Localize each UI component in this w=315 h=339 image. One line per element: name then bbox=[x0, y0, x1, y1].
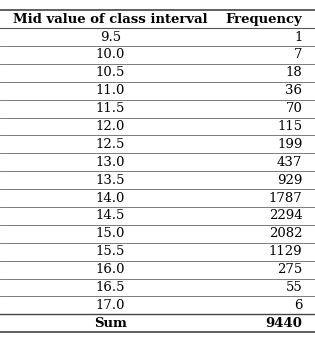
Text: 70: 70 bbox=[285, 102, 302, 115]
Text: 55: 55 bbox=[286, 281, 302, 294]
Text: 36: 36 bbox=[285, 84, 302, 97]
Text: 14.5: 14.5 bbox=[95, 210, 125, 222]
Text: 1129: 1129 bbox=[269, 245, 302, 258]
Text: Frequency: Frequency bbox=[226, 13, 302, 26]
Text: 14.0: 14.0 bbox=[95, 192, 125, 204]
Text: 13.5: 13.5 bbox=[95, 174, 125, 187]
Text: 10.5: 10.5 bbox=[95, 66, 125, 79]
Text: 11.0: 11.0 bbox=[95, 84, 125, 97]
Text: 2294: 2294 bbox=[269, 210, 302, 222]
Text: 115: 115 bbox=[277, 120, 302, 133]
Text: 199: 199 bbox=[277, 138, 302, 151]
Text: 1787: 1787 bbox=[269, 192, 302, 204]
Text: 16.5: 16.5 bbox=[95, 281, 125, 294]
Text: 11.5: 11.5 bbox=[95, 102, 125, 115]
Text: 9.5: 9.5 bbox=[100, 31, 121, 43]
Text: 17.0: 17.0 bbox=[95, 299, 125, 312]
Text: 12.0: 12.0 bbox=[95, 120, 125, 133]
Text: 15.0: 15.0 bbox=[95, 227, 125, 240]
Text: 7: 7 bbox=[294, 48, 302, 61]
Text: 1: 1 bbox=[294, 31, 302, 43]
Text: 15.5: 15.5 bbox=[95, 245, 125, 258]
Text: 12.5: 12.5 bbox=[95, 138, 125, 151]
Text: 16.0: 16.0 bbox=[95, 263, 125, 276]
Text: Sum: Sum bbox=[94, 317, 127, 330]
Text: 929: 929 bbox=[277, 174, 302, 187]
Text: 10.0: 10.0 bbox=[95, 48, 125, 61]
Text: 275: 275 bbox=[277, 263, 302, 276]
Text: 9440: 9440 bbox=[266, 317, 302, 330]
Text: Mid value of class interval: Mid value of class interval bbox=[13, 13, 208, 26]
Text: 437: 437 bbox=[277, 156, 302, 169]
Text: 13.0: 13.0 bbox=[95, 156, 125, 169]
Text: 6: 6 bbox=[294, 299, 302, 312]
Text: 2082: 2082 bbox=[269, 227, 302, 240]
Text: 18: 18 bbox=[286, 66, 302, 79]
